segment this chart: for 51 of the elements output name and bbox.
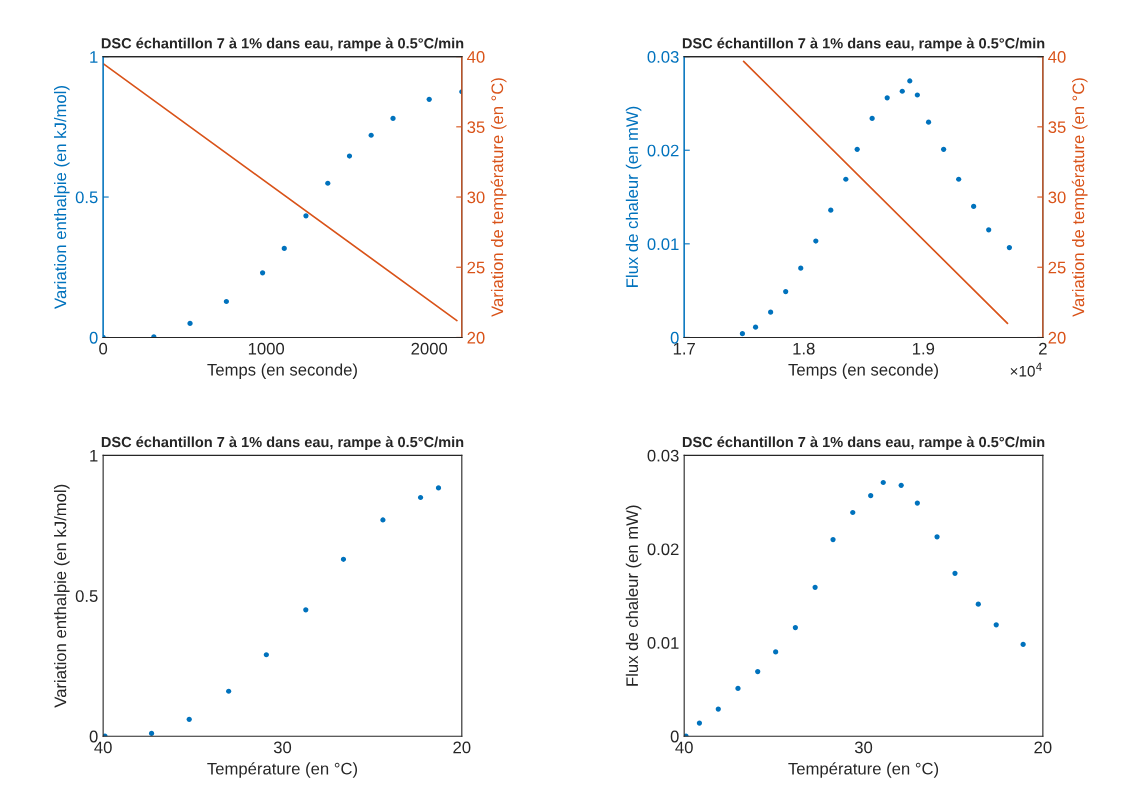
chart-title: DSC échantillon 7 à 1% dans eau, rampe à 0.5°C/min — [682, 37, 1045, 52]
x-tick-label: 30 — [854, 741, 873, 754]
y2-tick-label: 20 — [1048, 331, 1066, 344]
x-tick-label: 2000 — [411, 342, 448, 355]
x-tick-label: 30 — [273, 741, 292, 754]
y-tick-label: 1 — [90, 449, 98, 462]
chart-title: DSC échantillon 7 à 1% dans eau, rampe à 0.5°C/min — [101, 436, 464, 451]
x-tick-label: 2 — [1039, 342, 1047, 355]
x-tick-label: 20 — [1034, 741, 1052, 754]
y-axis-title: Flux de chaleur (en mW) — [625, 505, 642, 686]
y2-tick-label: 25 — [467, 261, 485, 274]
y2-tick-label: 30 — [1048, 191, 1066, 204]
y-tick-label: 0.5 — [75, 590, 98, 602]
x-axis-title: Température (en °C) — [788, 762, 939, 778]
y2-tick-label: 40 — [1048, 51, 1066, 63]
x-tick-label: 40 — [675, 741, 693, 754]
y-tick-label: 0.5 — [75, 191, 98, 204]
y2-axis-title: Variation de température (en °C) — [490, 78, 507, 317]
y-tick-label: 0 — [670, 730, 679, 743]
x-axis-title: Temps (en seconde) — [207, 363, 357, 379]
y-axis-title: Flux de chaleur (en mW) — [625, 106, 642, 287]
y2-tick-label: 40 — [467, 51, 485, 63]
y2-tick-label: 30 — [467, 191, 485, 204]
x-tick-label: 1000 — [248, 342, 285, 355]
y-tick-label: 0.02 — [647, 144, 679, 157]
y-tick-label: 0 — [89, 730, 98, 743]
x-axis-title: Temps (en seconde) — [788, 363, 938, 379]
y2-axis-title: Variation de température (en °C) — [1071, 78, 1088, 317]
x-tick-label: 40 — [94, 741, 112, 754]
x-tick-label: 20 — [453, 741, 471, 754]
text: ×10$^{4}$ — [1010, 362, 1042, 377]
y-tick-label: 0 — [670, 331, 679, 344]
y-axis-title: Variation enthalpie (en kJ/mol) — [54, 86, 70, 309]
x-axis-title: Température (en °C) — [207, 762, 358, 778]
chart-title: DSC échantillon 7 à 1% dans eau, rampe à 0.5°C/min — [682, 436, 1045, 451]
y-tick-label: 0 — [89, 331, 98, 344]
y2-tick-label: 35 — [1048, 121, 1066, 134]
x-tick-label: 1.8 — [793, 342, 815, 355]
y-tick-label: 0.03 — [647, 51, 679, 63]
y2-tick-label: 20 — [467, 331, 485, 344]
y2-tick-label: 25 — [1048, 261, 1066, 274]
y-axis-title: Variation enthalpie (en kJ/mol) — [54, 484, 70, 708]
y-tick-label: 0.01 — [647, 636, 679, 649]
y-tick-label: 0.03 — [647, 449, 679, 462]
y-tick-label: 0.01 — [647, 238, 679, 251]
x-tick-label: 1.9 — [912, 342, 935, 355]
x-tick-label: 0 — [99, 342, 108, 355]
chart-title: DSC échantillon 7 à 1% dans eau, rampe à 0.5°C/min — [101, 37, 464, 52]
y2-tick-label: 35 — [467, 121, 485, 134]
y-tick-label: 1 — [90, 51, 98, 63]
y-tick-label: 0.02 — [647, 543, 679, 556]
